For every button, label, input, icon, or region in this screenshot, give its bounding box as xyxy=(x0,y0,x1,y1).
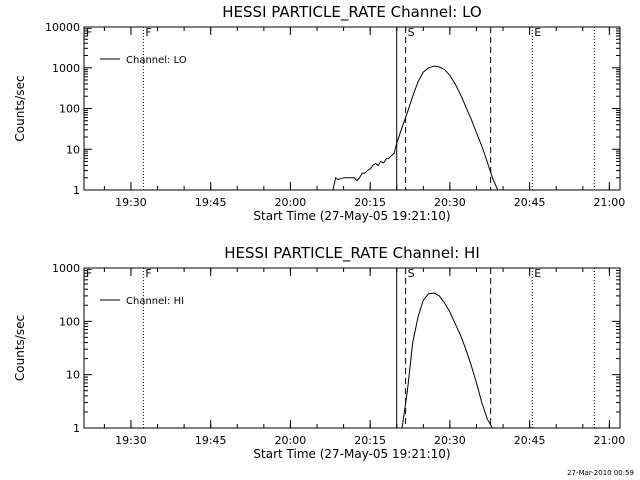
y-tick-label: 100 xyxy=(59,103,80,116)
event-marker-label: E xyxy=(534,267,541,280)
x-tick-label: 20:00 xyxy=(275,434,307,447)
legend-entry: Channel: HI xyxy=(126,296,184,307)
event-marker-label: F xyxy=(86,26,92,39)
x-tick-label: 20:45 xyxy=(514,434,546,447)
x-tick-label: 20:30 xyxy=(434,434,466,447)
legend-entry: Channel: LO xyxy=(126,55,187,66)
x-tick-label: 20:00 xyxy=(275,196,307,209)
y-tick-label: 10 xyxy=(66,143,80,156)
x-tick-label: 20:30 xyxy=(434,196,466,209)
event-marker-label: F xyxy=(145,267,151,280)
x-tick-label: 20:15 xyxy=(354,434,386,447)
x-axis-label: Start Time (27-May-05 19:21:10) xyxy=(253,447,450,461)
y-tick-label: 1 xyxy=(73,422,80,435)
x-tick-label: 20:45 xyxy=(514,196,546,209)
event-marker-label: F xyxy=(145,26,151,39)
x-tick-label: 21:00 xyxy=(594,196,626,209)
event-marker-label: E xyxy=(534,26,541,39)
event-marker-label: S xyxy=(408,267,415,280)
y-axis-label: Counts/sec xyxy=(13,315,27,381)
series-line xyxy=(401,292,493,429)
event-marker-label: S xyxy=(408,26,415,39)
x-tick-label: 19:45 xyxy=(195,434,227,447)
plot-frame xyxy=(83,267,621,429)
chart-panel-1: HESSI PARTICLE_RATE Channel: LO 19:30 19:4… xyxy=(13,3,625,223)
chart-panel-2: HESSI PARTICLE_RATE Channel: HI 19:30 19:4… xyxy=(13,244,625,461)
x-tick-label: 20:15 xyxy=(354,196,386,209)
y-tick-label: 1 xyxy=(73,184,80,197)
x-tick-label: 19:45 xyxy=(195,196,227,209)
y-tick-label: 1000 xyxy=(52,62,80,75)
plot-frame xyxy=(83,26,621,191)
event-marker-label: F xyxy=(86,267,92,280)
x-tick-label: 19:30 xyxy=(115,196,147,209)
x-axis-label: Start Time (27-May-05 19:21:10) xyxy=(253,209,450,223)
y-tick-label: 100 xyxy=(59,315,80,328)
timestamp: 27-Mar-2010 00:59 xyxy=(567,469,634,477)
chart-title: HESSI PARTICLE_RATE Channel: HI xyxy=(224,244,480,263)
chart-title: HESSI PARTICLE_RATE Channel: LO xyxy=(222,3,481,22)
x-tick-label: 21:00 xyxy=(594,434,626,447)
series-line xyxy=(327,65,504,191)
x-tick-label: 19:30 xyxy=(115,434,147,447)
y-tick-label: 10000 xyxy=(45,21,80,34)
y-tick-label: 10 xyxy=(66,369,80,382)
y-axis-label: Counts/sec xyxy=(13,75,27,141)
y-tick-label: 1000 xyxy=(52,262,80,275)
